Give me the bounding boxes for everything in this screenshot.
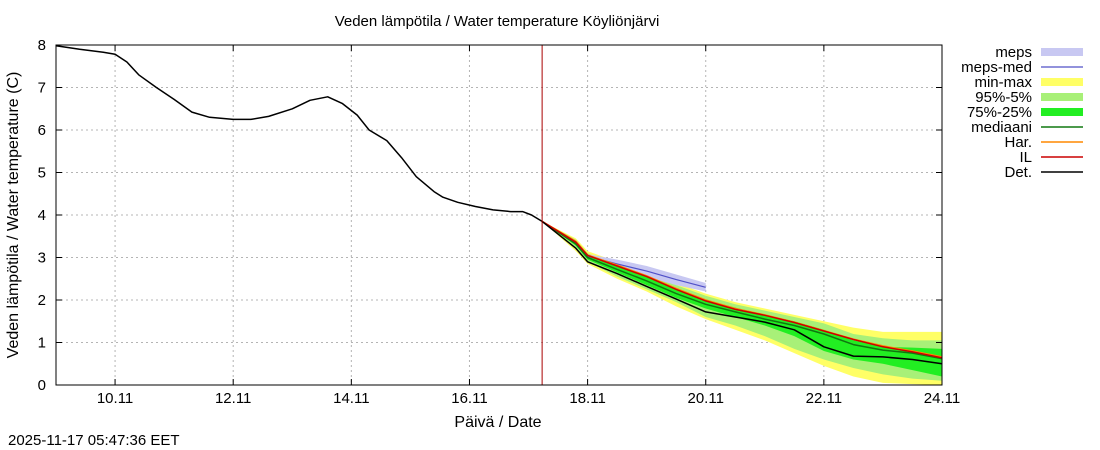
x-axis-label: Päivä / Date [454,414,541,431]
timestamp: 2025-11-17 05:47:36 EET [8,432,180,449]
x-tick-label: 14.11 [333,390,369,407]
y-tick-label: 0 [38,377,46,394]
x-ticks: 10.11 12.11 14.11 16.11 18.11 20.11 22.11 24.11 [97,45,960,407]
legend-label-meps: meps [995,44,1032,61]
x-tick-label: 20.11 [688,390,724,407]
series-observed [55,45,543,223]
series-det [541,220,943,365]
x-tick-label: 22.11 [806,390,842,407]
legend-label-mediaani: mediaani [971,119,1032,136]
y-tick-label: 4 [38,207,46,224]
legend-label-har: Har. [1004,134,1032,151]
chart-title: Veden lämpötila / Water temperature Köyl… [335,13,660,30]
y-tick-label: 2 [38,292,46,309]
y-tick-label: 1 [38,335,46,352]
legend-label-det: Det. [1004,164,1032,181]
y-tick-label: 7 [38,80,46,97]
legend-label-il: IL [1019,149,1032,166]
legend-swatch-p95_5 [1041,93,1083,101]
x-tick-label: 16.11 [451,390,487,407]
legend-label-p95_5: 95%-5% [975,89,1032,106]
y-tick-label: 6 [38,122,46,139]
x-tick-label: 10.11 [97,390,133,407]
legend-swatch-meps [1041,48,1083,56]
legend-label-meps_med: meps-med [961,59,1032,76]
legend-swatch-minmax [1041,78,1083,86]
series-mediaani [541,220,943,360]
y-tick-label: 3 [38,250,46,267]
x-tick-label: 24.11 [924,390,960,407]
band-75-25 [542,221,942,377]
legend-label-p75_25: 75%-25% [967,104,1032,121]
x-tick-label: 18.11 [569,390,605,407]
grid [56,45,942,385]
x-tick-label: 12.11 [215,390,251,407]
legend-swatch-p75_25 [1041,108,1083,116]
series-il [541,220,943,359]
band-meps [542,221,706,292]
y-tick-label: 8 [38,37,46,54]
series-lines [55,45,943,365]
legend-label-minmax: min-max [974,74,1032,91]
y-axis-label: Veden lämpötila / Water temperature (C) [5,72,22,359]
y-tick-label: 5 [38,165,46,182]
y-ticks: 0 1 2 3 4 5 6 7 8 [38,37,942,394]
legend: mepsmeps-medmin-max95%-5%75%-25%mediaani… [961,44,1083,181]
